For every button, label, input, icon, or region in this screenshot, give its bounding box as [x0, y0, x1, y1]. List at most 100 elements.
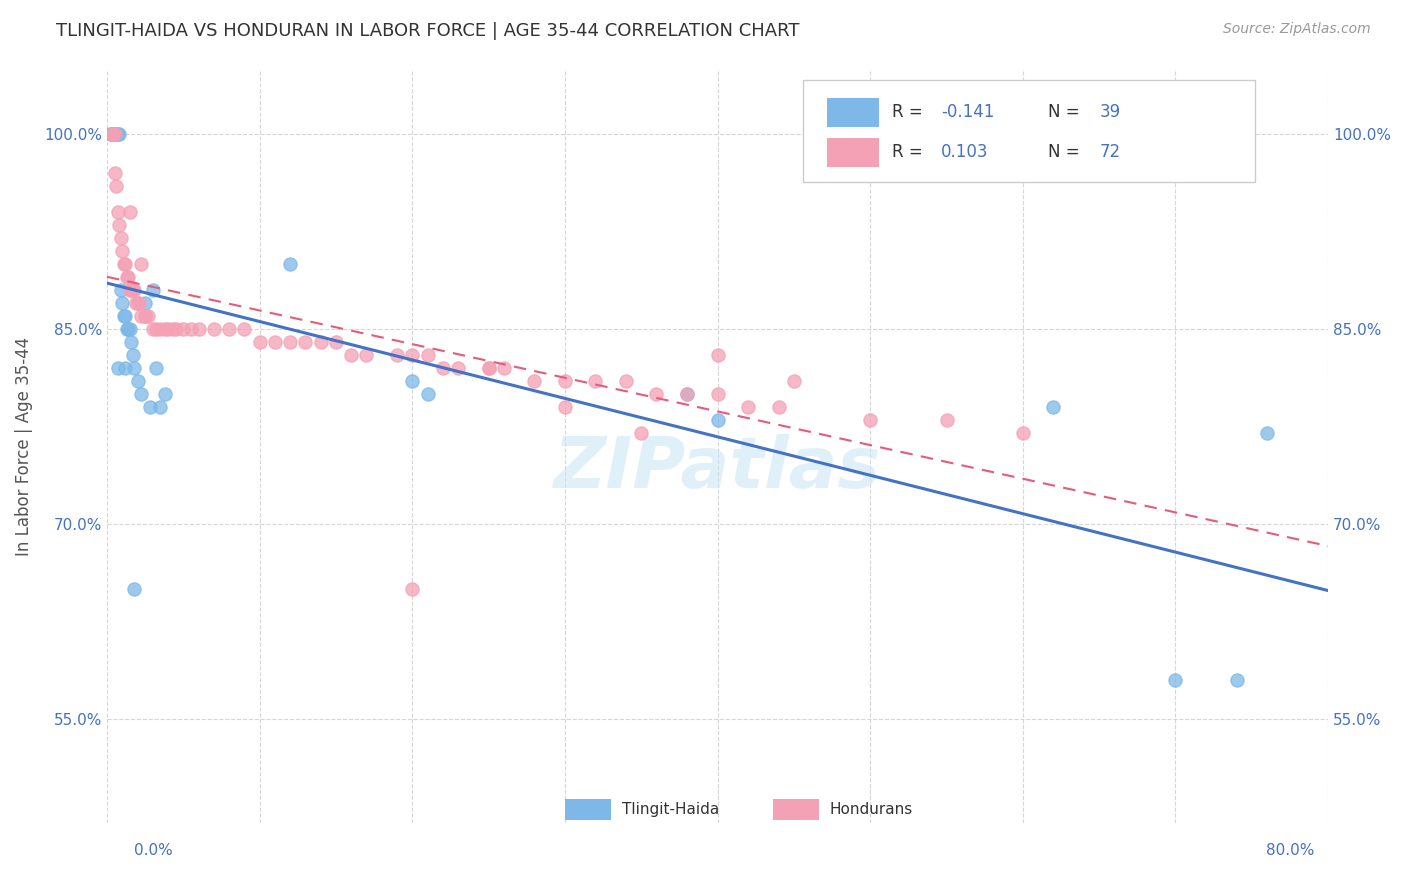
- Point: [118, 322, 141, 336]
- Point: [118, 204, 141, 219]
- Point: [401, 374, 423, 388]
- Text: Hondurans: Hondurans: [830, 803, 912, 817]
- Point: [432, 360, 454, 375]
- Point: [1164, 673, 1187, 688]
- Text: TLINGIT-HAIDA VS HONDURAN IN LABOR FORCE | AGE 35-44 CORRELATION CHART: TLINGIT-HAIDA VS HONDURAN IN LABOR FORCE…: [56, 22, 800, 40]
- Point: [110, 283, 132, 297]
- Point: [124, 360, 146, 375]
- Point: [583, 374, 606, 388]
- Point: [218, 322, 240, 336]
- Point: [120, 283, 142, 297]
- Point: [117, 269, 139, 284]
- Point: [105, 127, 128, 141]
- Point: [706, 387, 728, 401]
- Bar: [565, 799, 612, 821]
- Point: [706, 348, 728, 362]
- Point: [115, 322, 138, 336]
- Text: R =: R =: [893, 103, 928, 121]
- Point: [104, 127, 127, 141]
- Point: [108, 218, 131, 232]
- Point: [138, 400, 160, 414]
- Point: [125, 295, 148, 310]
- Point: [706, 413, 728, 427]
- Point: [1011, 425, 1033, 440]
- Point: [325, 334, 347, 349]
- Text: ZIPatlas: ZIPatlas: [554, 434, 882, 503]
- Point: [478, 360, 501, 375]
- Point: [115, 269, 138, 284]
- Point: [111, 244, 134, 258]
- Point: [98, 127, 121, 141]
- Point: [112, 257, 135, 271]
- Point: [309, 334, 332, 349]
- Text: N =: N =: [1049, 144, 1085, 161]
- Point: [153, 322, 176, 336]
- Point: [117, 322, 139, 336]
- Text: Source: ZipAtlas.com: Source: ZipAtlas.com: [1223, 22, 1371, 37]
- Point: [401, 348, 423, 362]
- Point: [107, 127, 129, 141]
- Point: [104, 166, 127, 180]
- Point: [165, 322, 187, 336]
- Point: [107, 360, 129, 375]
- Point: [100, 127, 122, 141]
- Point: [233, 322, 256, 336]
- Point: [523, 374, 546, 388]
- Point: [105, 178, 128, 193]
- Point: [108, 127, 131, 141]
- Point: [101, 127, 124, 141]
- Point: [157, 322, 180, 336]
- Point: [935, 413, 957, 427]
- Point: [101, 127, 124, 141]
- Point: [554, 400, 576, 414]
- Text: Tlingit-Haida: Tlingit-Haida: [623, 803, 720, 817]
- Point: [120, 334, 142, 349]
- Point: [356, 348, 378, 362]
- Point: [614, 374, 637, 388]
- Point: [112, 309, 135, 323]
- Text: 80.0%: 80.0%: [1267, 843, 1315, 858]
- Point: [385, 348, 408, 362]
- Point: [264, 334, 287, 349]
- Point: [122, 348, 145, 362]
- Point: [114, 360, 136, 375]
- Point: [172, 322, 194, 336]
- Point: [676, 387, 699, 401]
- Point: [104, 127, 127, 141]
- Point: [278, 334, 301, 349]
- Point: [129, 309, 152, 323]
- Point: [104, 127, 127, 141]
- Text: N =: N =: [1049, 103, 1085, 121]
- Bar: [828, 98, 879, 127]
- Point: [340, 348, 363, 362]
- Point: [124, 582, 146, 597]
- Point: [278, 257, 301, 271]
- Point: [416, 348, 439, 362]
- Point: [142, 283, 165, 297]
- Point: [783, 374, 806, 388]
- Text: 72: 72: [1099, 144, 1121, 161]
- Text: R =: R =: [893, 144, 928, 161]
- Point: [676, 387, 699, 401]
- Point: [149, 322, 172, 336]
- Point: [1225, 673, 1247, 688]
- Point: [129, 257, 152, 271]
- Point: [128, 295, 150, 310]
- Point: [122, 283, 145, 297]
- Point: [478, 360, 501, 375]
- Point: [127, 374, 149, 388]
- Point: [124, 283, 146, 297]
- Point: [1256, 425, 1278, 440]
- Point: [134, 295, 156, 310]
- Point: [101, 127, 124, 141]
- Point: [100, 127, 122, 141]
- Point: [401, 582, 423, 597]
- Point: [202, 322, 225, 336]
- Point: [737, 400, 759, 414]
- Y-axis label: In Labor Force | Age 35-44: In Labor Force | Age 35-44: [15, 336, 32, 556]
- Point: [134, 309, 156, 323]
- Text: 39: 39: [1099, 103, 1121, 121]
- Point: [111, 295, 134, 310]
- Point: [134, 309, 156, 323]
- Point: [554, 374, 576, 388]
